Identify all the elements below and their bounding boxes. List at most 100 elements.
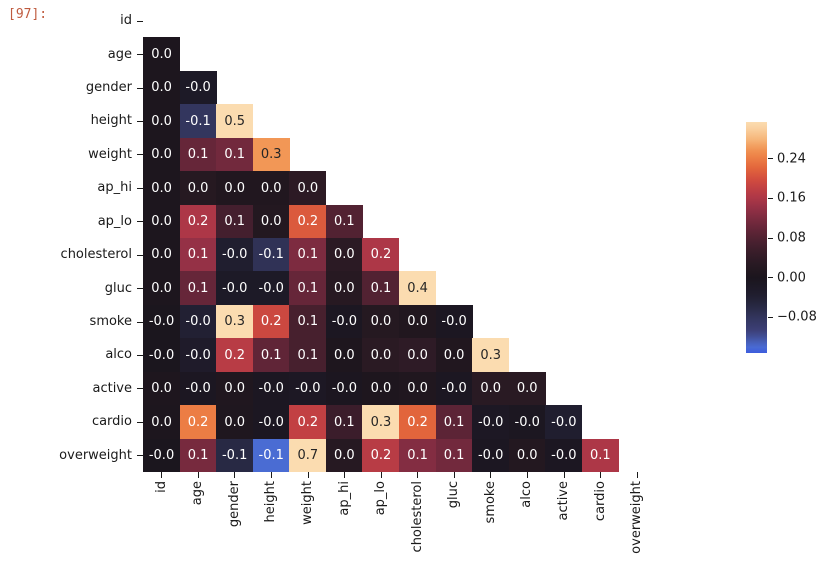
y-tick-mark (137, 288, 143, 290)
heatmap-cell: 0.2 (362, 438, 400, 473)
heatmap-cell: 0.0 (216, 171, 254, 206)
heatmap-cell: 0.3 (216, 304, 254, 339)
y-tick-label: alco (105, 347, 132, 363)
heatmap-cell: 0.0 (216, 371, 254, 406)
heatmap-cell: 0.2 (179, 204, 217, 239)
heatmap-grid: 0.0 0.0 -0.0 0.0 -0.1 0.5 0.0 0.1 0.1 0.3 0.0 0.0 0.… (143, 4, 655, 473)
colorbar-tick-label: 0.24 (777, 151, 806, 167)
heatmap-cell: 0.3 (472, 338, 510, 373)
output-prompt: [97]: (8, 7, 48, 22)
heatmap-cell: 0.2 (289, 204, 327, 239)
y-tick-mark (137, 87, 143, 89)
x-tick-label: height (263, 481, 279, 523)
colorbar-tick-mark (768, 277, 773, 279)
y-tick-mark (137, 121, 143, 122)
heatmap-cell: -0.0 (289, 371, 327, 406)
heatmap-cell: 0.0 (143, 137, 181, 172)
heatmap-cell: 0.0 (472, 371, 510, 406)
y-tick-label: weight (88, 146, 132, 162)
heatmap-cell: 0.0 (325, 271, 363, 306)
heatmap-cell: 0.0 (143, 204, 181, 239)
heatmap-cell: 0.0 (216, 405, 254, 440)
x-tick-mark (161, 472, 163, 478)
heatmap-cell: -0.0 (143, 438, 181, 473)
heatmap-cell: 0.1 (289, 238, 327, 272)
heatmap-cell: -0.1 (179, 104, 217, 139)
y-tick-label: ap_hi (97, 180, 132, 196)
y-tick-mark (137, 187, 143, 189)
heatmap-cell: 0.0 (362, 338, 400, 373)
heatmap-cell: 0.2 (179, 405, 217, 440)
heatmap-cell: 0.0 (399, 304, 437, 339)
heatmap-cell: -0.0 (252, 271, 290, 306)
colorbar-tick-label: 0.00 (777, 270, 806, 286)
heatmap-cell: 0.5 (216, 104, 254, 139)
heatmap-cell: -0.0 (143, 304, 181, 339)
heatmap-cell: 0.1 (362, 271, 400, 306)
heatmap-cell: 0.0 (143, 104, 181, 139)
y-tick-label: id (120, 13, 132, 29)
x-tick-mark (563, 472, 565, 478)
heatmap-cell: -0.0 (143, 338, 181, 373)
x-tick-mark (344, 472, 346, 478)
heatmap-cell: -0.0 (325, 304, 363, 339)
heatmap-cell: 0.1 (179, 238, 217, 272)
y-tick-label: active (92, 380, 132, 396)
colorbar-tick-mark (768, 237, 773, 239)
x-tick-label: weight (300, 481, 316, 525)
heatmap-cell: 0.2 (216, 338, 254, 373)
heatmap-cell: -0.0 (545, 438, 583, 473)
heatmap-cell: 0.1 (289, 304, 327, 339)
heatmap-cell: 0.1 (325, 204, 363, 239)
x-tick-label: ap_lo (373, 481, 389, 516)
heatmap-cell: 0.3 (252, 137, 290, 172)
heatmap-cell: 0.0 (143, 37, 181, 72)
x-tick-label: alco (519, 481, 535, 508)
y-tick-mark (137, 54, 143, 56)
heatmap-cell: 0.0 (252, 204, 290, 239)
heatmap-cell: -0.1 (252, 238, 290, 272)
heatmap-cell: 0.0 (508, 371, 546, 406)
x-tick-label: active (556, 481, 572, 521)
x-tick-mark (380, 472, 382, 478)
colorbar-tick-mark (768, 316, 773, 318)
heatmap-cell: -0.0 (216, 271, 254, 306)
heatmap-cell: 0.1 (435, 405, 473, 440)
heatmap-cell: 0.1 (179, 271, 217, 306)
heatmap-cell: -0.0 (472, 405, 510, 440)
colorbar-tick-label: 0.16 (777, 190, 806, 206)
heatmap-cell: 0.1 (216, 137, 254, 172)
heatmap-cell: 0.0 (399, 338, 437, 373)
heatmap-cell: 0.2 (252, 304, 290, 339)
heatmap-cell: 0.0 (435, 338, 473, 373)
heatmap-cell: 0.0 (143, 271, 181, 306)
heatmap-cell: 0.0 (362, 371, 400, 406)
y-tick-label: age (107, 46, 132, 62)
heatmap-cell: 0.0 (325, 338, 363, 373)
y-tick-label: gluc (104, 280, 132, 296)
colorbar-tick-label: 0.08 (777, 230, 806, 246)
y-tick-label: gender (85, 80, 132, 96)
heatmap-cell: -0.1 (252, 438, 290, 473)
x-tick-mark (453, 472, 455, 478)
heatmap-cell: -0.0 (179, 371, 217, 406)
heatmap-cell: -0.0 (179, 304, 217, 339)
y-tick-label: cholesterol (60, 247, 132, 263)
heatmap-cell: 0.0 (399, 371, 437, 406)
x-tick-label: gluc (446, 481, 462, 509)
heatmap-cell: -0.0 (179, 70, 217, 105)
heatmap-cell: -0.0 (179, 338, 217, 373)
heatmap-cell: -0.0 (472, 438, 510, 473)
heatmap-cell: 0.7 (289, 438, 327, 473)
heatmap-cell: 0.3 (362, 405, 400, 440)
y-tick-mark (137, 20, 143, 22)
x-tick-label: gender (226, 481, 242, 528)
x-tick-label: age (190, 481, 206, 506)
x-tick-mark (271, 472, 272, 478)
y-tick-label: overweight (59, 447, 132, 463)
heatmap-cell: 0.1 (325, 405, 363, 440)
x-tick-mark (197, 472, 199, 478)
y-tick-label: height (90, 113, 132, 129)
heatmap-cell: -0.0 (435, 304, 473, 339)
heatmap-cell: 0.0 (289, 171, 327, 206)
